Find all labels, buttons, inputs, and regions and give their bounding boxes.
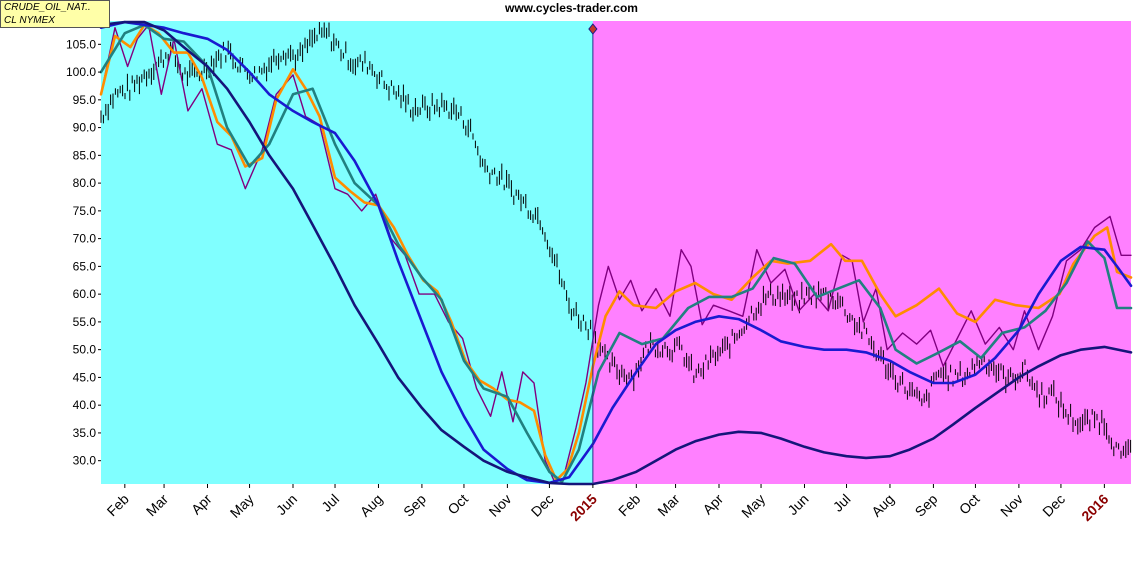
x-tick-year-label: 2016: [1078, 491, 1111, 524]
x-tick-label: Aug: [868, 491, 897, 520]
x-axis: Feb Mar Apr May Jun Jul Aug Sep Oct Nov Dec 2015 Feb…: [104, 484, 1112, 524]
forecast-region: [592, 21, 1131, 484]
y-tick-label: 40.0: [73, 398, 97, 412]
x-tick-label: Dec: [1039, 491, 1068, 520]
x-tick-label: Jun: [784, 491, 811, 518]
y-tick-label: 30.0: [73, 454, 97, 468]
y-tick-label: 75.0: [73, 204, 97, 218]
x-tick-label: Oct: [444, 491, 471, 518]
source-watermark: www.cycles-trader.com: [505, 1, 638, 15]
series-line-blue: [99, 20, 1133, 485]
y-tick-label: 45.0: [73, 370, 97, 384]
x-tick-label: Apr: [188, 491, 215, 518]
x-tick-label: Oct: [956, 491, 983, 518]
x-tick-label: Apr: [699, 491, 726, 518]
x-tick-label: Aug: [357, 491, 386, 520]
x-tick-year-label: 2015: [567, 491, 600, 524]
y-tick-label: 85.0: [73, 148, 97, 162]
y-tick-label: 60.0: [73, 287, 97, 301]
symbol-exchange: CL NYMEX: [4, 15, 55, 26]
x-tick-label: May: [227, 491, 257, 521]
y-tick-label: 35.0: [73, 426, 97, 440]
x-tick-label: Mar: [143, 491, 172, 520]
symbol-box: CRUDE_OIL_NAT.. CL NYMEX: [0, 0, 110, 28]
history-region: [101, 21, 593, 484]
y-axis: 30.0 35.0 40.0 45.0 50.0 55.0 60.0 65.0 70.0 75.0…: [66, 37, 101, 468]
x-tick-label: May: [738, 491, 768, 521]
y-tick-label: 70.0: [73, 232, 97, 246]
y-tick-label: 100.0: [66, 65, 96, 79]
series-line-orange: [99, 23, 1133, 482]
y-tick-label: 95.0: [73, 93, 97, 107]
x-tick-label: Mar: [654, 491, 683, 520]
x-tick-label: Sep: [912, 491, 941, 520]
y-tick-label: 90.0: [73, 121, 97, 135]
price-bars-series: [100, 22, 1132, 459]
x-tick-label: Feb: [104, 491, 133, 520]
cycle-lines: [99, 20, 1133, 486]
symbol-name: CRUDE_OIL_NAT..: [4, 2, 91, 13]
y-tick-label: 105.0: [66, 37, 96, 51]
y-tick-label: 55.0: [73, 315, 97, 329]
x-tick-label: Nov: [486, 491, 515, 520]
x-tick-label: Sep: [400, 491, 429, 520]
x-tick-label: Nov: [997, 491, 1026, 520]
y-tick-label: 65.0: [73, 259, 97, 273]
x-tick-label: Dec: [528, 491, 557, 520]
divider-diamond-marker: [588, 23, 598, 35]
x-tick-label: Jun: [273, 491, 300, 518]
y-tick-label: 50.0: [73, 343, 97, 357]
series-line-teal: [99, 23, 1133, 484]
x-tick-label: Jul: [318, 491, 342, 515]
y-tick-label: 80.0: [73, 176, 97, 190]
series-line-navy: [99, 20, 1133, 486]
x-tick-label: Jul: [830, 491, 854, 515]
x-tick-label: Feb: [615, 491, 644, 520]
